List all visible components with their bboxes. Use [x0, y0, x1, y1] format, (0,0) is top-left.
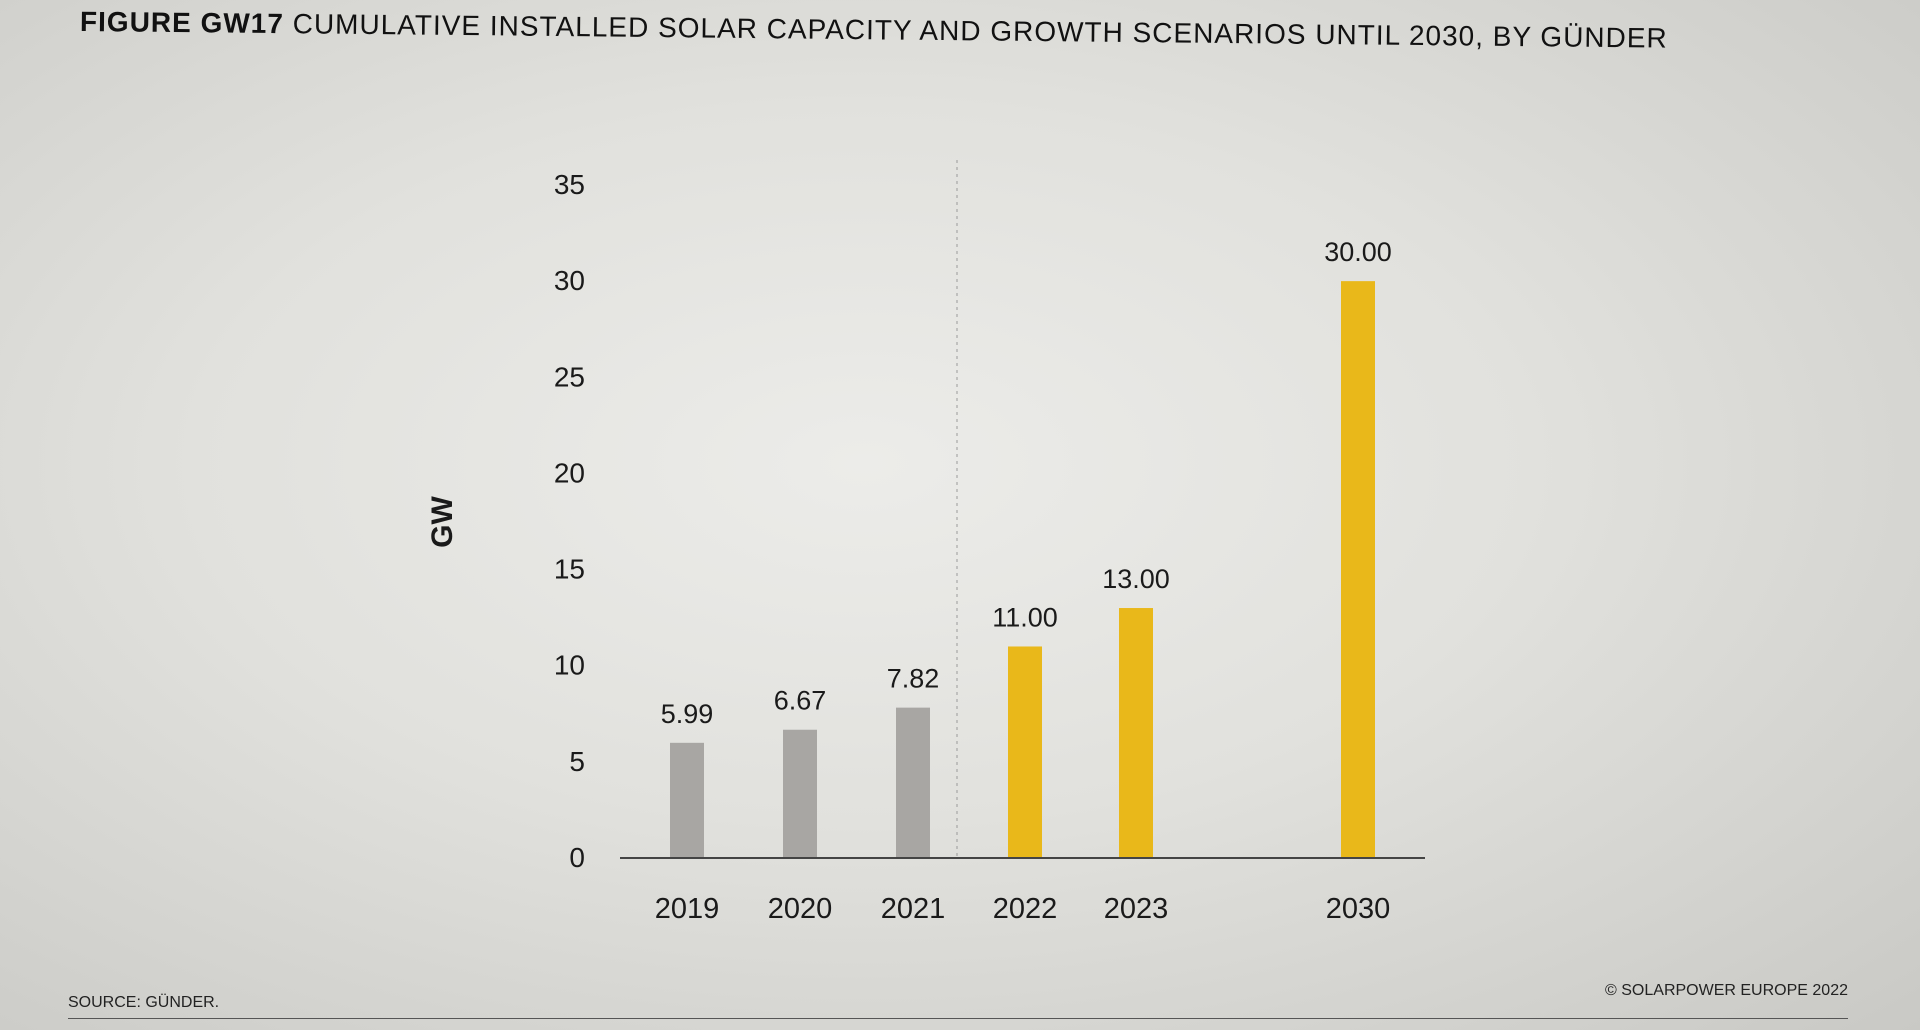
value-labels: 5.99 6.67 7.82 11.00 13.00 30.00: [661, 237, 1392, 729]
footer-rule: [68, 1018, 1848, 1019]
y-tick-label: 15: [554, 554, 585, 585]
x-tick-label-2021: 2021: [881, 893, 946, 925]
bar-2021: [896, 707, 930, 858]
y-tick-label: 5: [569, 746, 585, 777]
bar-2023: [1119, 608, 1153, 858]
bar-2022: [1008, 646, 1042, 858]
value-label-2023: 13.00: [1102, 564, 1170, 594]
bars: [670, 281, 1375, 859]
source-note: SOURCE: GÜNDER.: [68, 994, 220, 1011]
value-label-2019: 5.99: [661, 699, 714, 729]
y-tick-label: 30: [554, 265, 585, 296]
y-axis-label: GW: [426, 495, 459, 547]
y-tick-label: 35: [554, 169, 585, 200]
bar-2019: [670, 742, 704, 858]
x-tick-label-2030: 2030: [1326, 893, 1391, 925]
x-tick-label-2019: 2019: [655, 893, 720, 925]
x-tick-label-2023: 2023: [1104, 893, 1169, 925]
x-tick-label-2020: 2020: [768, 893, 833, 925]
y-tick-label: 10: [554, 650, 585, 681]
y-tick-label: 0: [569, 842, 585, 873]
value-label-2022: 11.00: [992, 602, 1058, 632]
y-tick-label: 25: [554, 361, 585, 392]
y-tick-label: 20: [554, 457, 585, 488]
y-axis-ticks: 0 5 10 15 20 25 30 35: [554, 169, 585, 873]
copyright-note: © SOLARPOWER EUROPE 2022: [1605, 982, 1848, 999]
x-axis-ticks: 2019 2020 2021 2022 2023 2030: [655, 893, 1391, 925]
value-label-2021: 7.82: [887, 664, 940, 694]
bar-2030: [1341, 281, 1375, 859]
bar-2020: [783, 729, 817, 858]
value-label-2030: 30.00: [1324, 237, 1392, 267]
x-tick-label-2022: 2022: [993, 893, 1058, 925]
value-label-2020: 6.67: [774, 686, 827, 716]
